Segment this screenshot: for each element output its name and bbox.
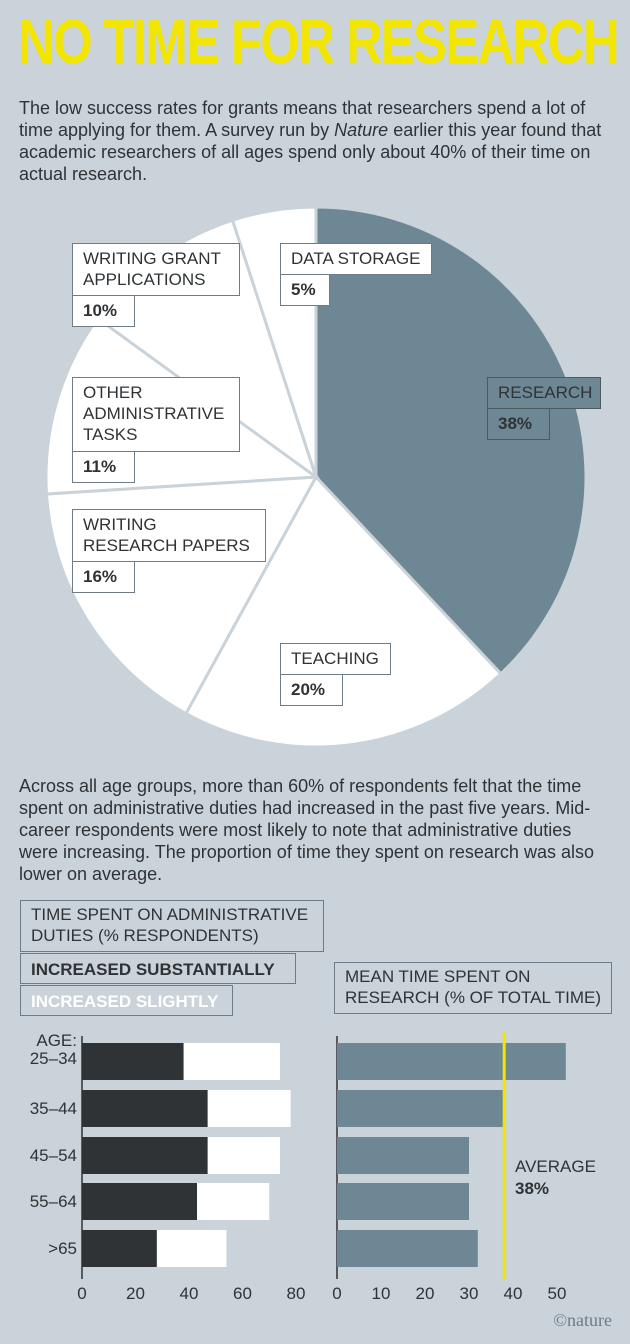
pie-label-line: TASKS	[83, 425, 138, 444]
legend-heading-line2: DUTIES (% RESPONDENTS)	[31, 926, 259, 945]
research-axis-tick: 10	[371, 1284, 391, 1303]
admin-axis-tick: 0	[77, 1284, 87, 1303]
pie-label-line: RESEARCH PAPERS	[83, 536, 250, 555]
legend-increased-slightly: INCREASED SLIGHTLY	[20, 985, 233, 1016]
research-axis-tick: 50	[547, 1284, 567, 1303]
pie-label-writing-research-papers: WRITING RESEARCH PAPERS	[72, 509, 266, 562]
pie-label-teaching: TEACHING	[280, 643, 391, 675]
bar-slight-3	[197, 1183, 270, 1220]
legend-heading: TIME SPENT ON ADMINISTRATIVE DUTIES (% R…	[20, 900, 324, 952]
age-label: 55–64	[29, 1192, 77, 1211]
pie-label-line: WRITING	[83, 515, 157, 534]
bar-substantial-0	[82, 1043, 184, 1080]
average-label: AVERAGE 38%	[515, 1156, 596, 1200]
pie-label-data-storage: DATA STORAGE	[280, 243, 432, 275]
pie-value-writing-research-papers: 16%	[72, 561, 135, 593]
bar-research-2	[337, 1137, 469, 1174]
bar-research-1	[337, 1090, 505, 1127]
age-label: 45–54	[29, 1146, 77, 1165]
admin-paragraph: Across all age groups, more than 60% of …	[19, 776, 594, 884]
admin-axis-tick: 40	[179, 1284, 199, 1303]
bar-substantial-1	[82, 1090, 208, 1127]
page-title: NO TIME FOR RESEARCH	[18, 8, 620, 77]
research-axis-tick: 40	[503, 1284, 523, 1303]
pie-label-line: OTHER	[83, 383, 143, 402]
pie-slice-teaching	[183, 474, 503, 749]
bar-substantial-3	[82, 1183, 198, 1220]
mean-time-heading-line1: MEAN TIME SPENT ON	[345, 967, 531, 986]
age-label: 35–44	[29, 1099, 77, 1118]
pie-label-line: DATA STORAGE	[291, 249, 421, 268]
research-axis-tick: 0	[332, 1284, 342, 1303]
nature-credit: ©nature	[553, 1310, 612, 1330]
intro-text-end: earlier this year found that academic re…	[19, 120, 602, 184]
bar-research-3	[337, 1183, 469, 1220]
bar-slight-1	[207, 1090, 291, 1127]
mean-time-heading-line2: RESEARCH (% OF TOTAL TIME)	[345, 988, 601, 1007]
average-label-text: AVERAGE	[515, 1157, 596, 1176]
legend-increased-substantially: INCREASED SUBSTANTIALLY	[20, 953, 296, 984]
legend-heading-line1: TIME SPENT ON ADMINISTRATIVE	[31, 905, 309, 924]
bar-slight-4	[156, 1230, 227, 1267]
admin-axis-tick: 20	[126, 1284, 145, 1303]
bar-slight-2	[207, 1137, 280, 1174]
research-axis-tick: 20	[415, 1284, 435, 1303]
intro-text-start: The low success rates for grants means t…	[19, 98, 586, 140]
age-header: AGE:	[36, 1031, 77, 1050]
pie-label-line: WRITING GRANT	[83, 249, 221, 268]
pie-label-line: APPLICATIONS	[83, 270, 206, 289]
pie-label-line: RESEARCH	[498, 383, 593, 402]
pie-value-writing-grant-applications: 10%	[72, 295, 135, 327]
mean-time-heading: MEAN TIME SPENT ON RESEARCH (% OF TOTAL …	[334, 962, 612, 1014]
research-axis-tick: 30	[459, 1284, 479, 1303]
admin-axis-tick: 80	[286, 1284, 306, 1303]
pie-label-line: TEACHING	[291, 649, 379, 668]
bar-substantial-4	[82, 1230, 157, 1267]
pie-value-other-administrative-tasks: 11%	[72, 451, 135, 483]
pie-label-line: ADMINISTRATIVE	[83, 404, 225, 423]
admin-axis-tick: 60	[233, 1284, 252, 1303]
average-label-value: 38%	[515, 1179, 550, 1198]
bar-slight-0	[183, 1043, 280, 1080]
intro-text-italic: Nature	[334, 120, 389, 140]
bar-research-0	[337, 1043, 566, 1080]
bar-substantial-2	[82, 1137, 208, 1174]
pie-value-data-storage: 5%	[280, 274, 330, 306]
age-label: >65	[48, 1239, 77, 1258]
pie-value-research: 38%	[487, 408, 550, 440]
pie-label-writing-grant-applications: WRITING GRANT APPLICATIONS	[72, 243, 240, 296]
pie-value-teaching: 20%	[280, 674, 343, 706]
age-label: 25–34	[29, 1049, 77, 1068]
intro-paragraph: The low success rates for grants means t…	[19, 97, 609, 185]
bar-research-4	[337, 1230, 478, 1267]
pie-label-other-administrative-tasks: OTHER ADMINISTRATIVE TASKS	[72, 377, 240, 452]
